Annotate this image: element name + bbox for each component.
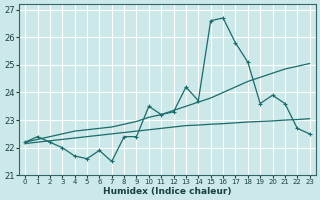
X-axis label: Humidex (Indice chaleur): Humidex (Indice chaleur) (103, 187, 232, 196)
